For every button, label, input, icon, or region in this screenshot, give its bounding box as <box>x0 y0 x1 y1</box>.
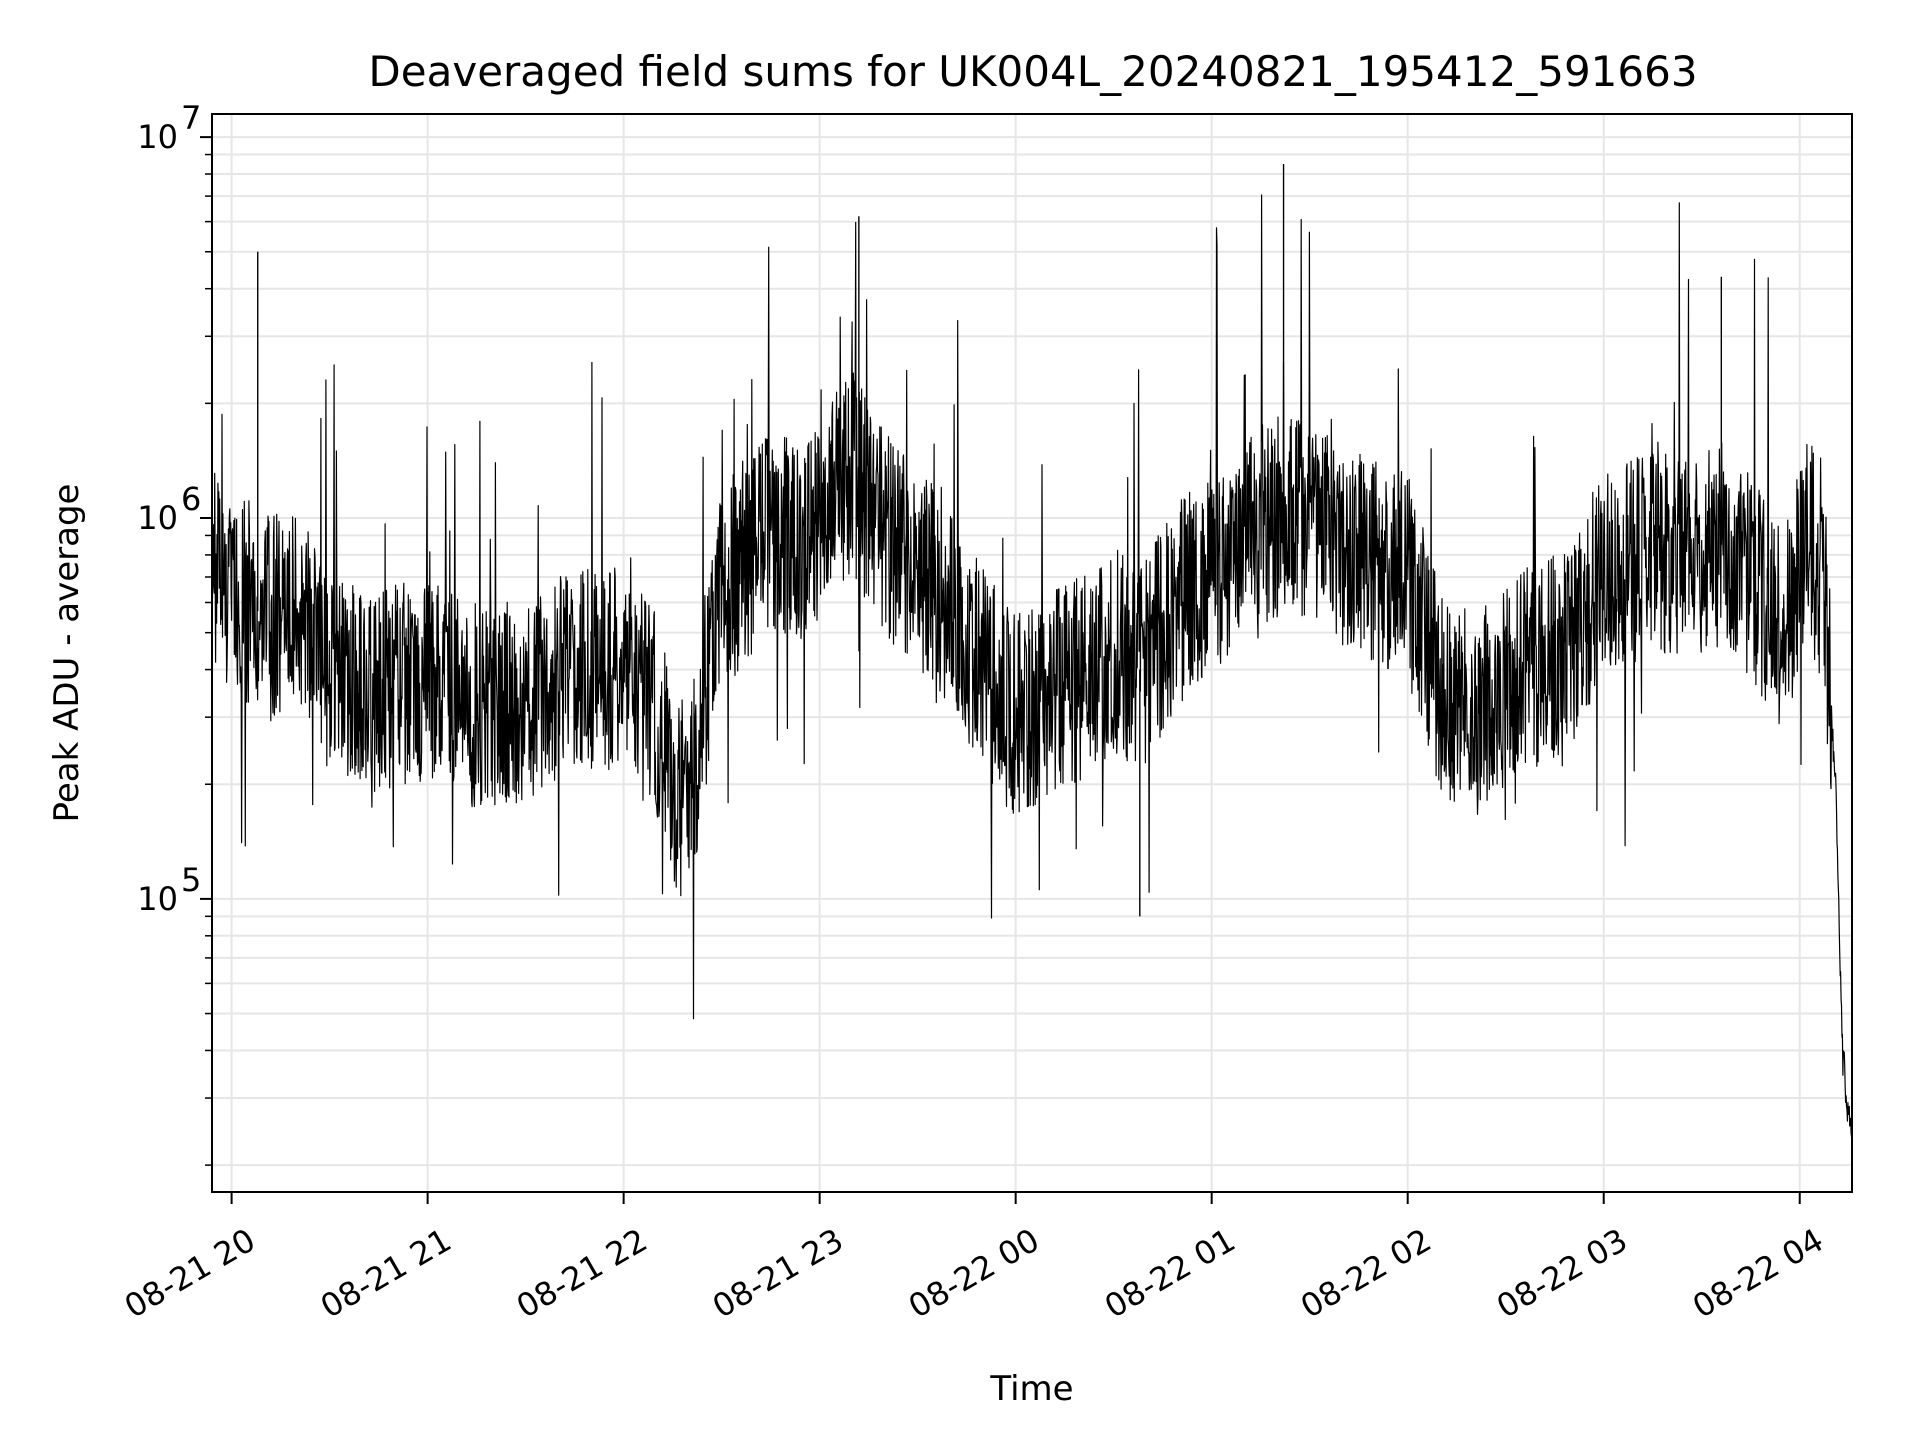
series-line <box>211 194 1853 1147</box>
y-axis-title: Peak ADU - average <box>47 484 87 823</box>
x-axis-title: Time <box>989 1369 1073 1409</box>
y-tick-exponent: 5 <box>181 861 201 899</box>
chart-title: Deaveraged field sums for UK004L_2024082… <box>368 47 1697 96</box>
y-tick-label: 10 <box>137 499 178 537</box>
y-tick-exponent: 7 <box>181 99 201 137</box>
plot-frame <box>211 113 1853 1193</box>
y-tick-label: 10 <box>137 118 178 156</box>
line-layer <box>211 164 1853 1147</box>
y-tick-exponent: 6 <box>181 480 201 518</box>
y-tick-label: 10 <box>137 880 178 918</box>
